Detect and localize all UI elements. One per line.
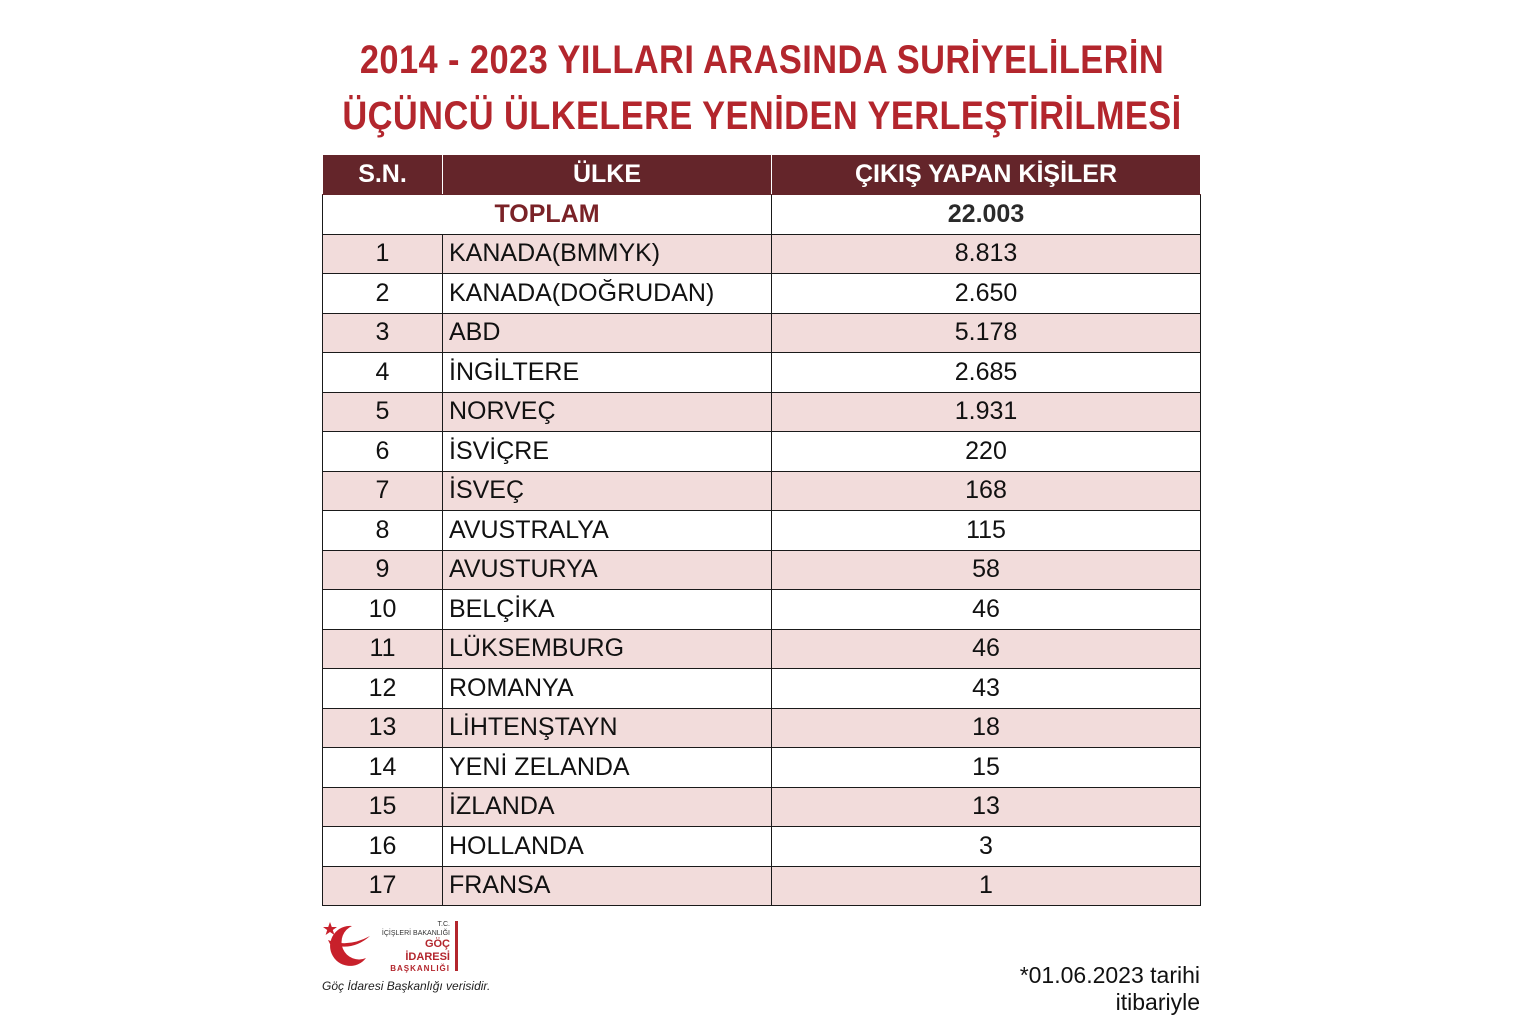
- row-country: İSVİÇRE: [442, 431, 772, 472]
- table-row: 7 İSVEÇ 168: [322, 470, 1201, 511]
- row-value: 2.685: [771, 352, 1201, 393]
- row-value: 1.931: [771, 391, 1201, 432]
- logo-divider: [455, 921, 458, 971]
- row-value: 46: [771, 628, 1201, 669]
- row-country: NORVEÇ: [442, 391, 772, 432]
- table-row: 11 LÜKSEMBURG 46: [322, 628, 1201, 669]
- row-country: LÜKSEMBURG: [442, 628, 772, 669]
- date-note: *01.06.2023 tarihi itibariyle: [1019, 962, 1200, 1015]
- total-row: TOPLAM 22.003: [322, 194, 1201, 235]
- table-row: 10 BELÇİKA 46: [322, 589, 1201, 630]
- row-country: İNGİLTERE: [442, 352, 772, 393]
- table-header-row: S.N. ÜLKE ÇIKIŞ YAPAN KİŞİLER: [322, 154, 1201, 195]
- source-note: Göç İdaresi Başkanlığı verisidir.: [322, 979, 491, 993]
- row-sn: 13: [322, 707, 443, 748]
- table-row: 6 İSVİÇRE 220: [322, 431, 1201, 472]
- row-value: 5.178: [771, 312, 1201, 353]
- crescent-star-icon: [323, 922, 370, 966]
- row-value: 43: [771, 668, 1201, 709]
- logo-tc: T.C.: [437, 921, 450, 928]
- row-sn: 5: [322, 391, 443, 432]
- row-sn: 6: [322, 431, 443, 472]
- row-country: İSVEÇ: [442, 470, 772, 511]
- row-sn: 7: [322, 470, 443, 511]
- row-sn: 3: [322, 312, 443, 353]
- page-title-line-1: 2014 - 2023 YILLARI ARASINDA SURİYELİLER…: [359, 38, 1165, 82]
- row-country: KANADA(DOĞRUDAN): [442, 273, 772, 314]
- table-row: 4 İNGİLTERE 2.685: [322, 352, 1201, 393]
- resettlement-table: S.N. ÜLKE ÇIKIŞ YAPAN KİŞİLER TOPLAM 22.…: [322, 154, 1201, 906]
- logo-baskanligi: BAŞKANLIĞI: [390, 964, 450, 973]
- row-value: 18: [771, 707, 1201, 748]
- row-sn: 9: [322, 549, 443, 590]
- table-row: 12 ROMANYA 43: [322, 668, 1201, 709]
- row-country: AVUSTRALYA: [442, 510, 772, 551]
- table-row: 8 AVUSTRALYA 115: [322, 510, 1201, 551]
- row-sn: 12: [322, 668, 443, 709]
- table-row: 14 YENİ ZELANDA 15: [322, 747, 1201, 788]
- table-row: 13 LİHTENŞTAYN 18: [322, 707, 1201, 748]
- row-value: 3: [771, 826, 1201, 867]
- row-value: 2.650: [771, 273, 1201, 314]
- row-value: 8.813: [771, 233, 1201, 274]
- row-sn: 16: [322, 826, 443, 867]
- logo-ministry: İÇİŞLERİ BAKANLIĞI: [381, 930, 450, 937]
- total-value: 22.003: [771, 194, 1201, 235]
- row-sn: 17: [322, 865, 443, 906]
- total-label: TOPLAM: [322, 194, 772, 235]
- table-row: 16 HOLLANDA 3: [322, 826, 1201, 867]
- table-row: 9 AVUSTURYA 58: [322, 549, 1201, 590]
- table-row: 3 ABD 5.178: [322, 312, 1201, 353]
- row-sn: 10: [322, 589, 443, 630]
- row-value: 15: [771, 747, 1201, 788]
- header-country: ÜLKE: [442, 154, 772, 195]
- logo-text: T.C. İÇİŞLERİ BAKANLIĞI GÖÇ İDARESİ BAŞK…: [378, 920, 450, 973]
- table-row: 2 KANADA(DOĞRUDAN) 2.650: [322, 273, 1201, 314]
- row-sn: 1: [322, 233, 443, 274]
- row-sn: 15: [322, 786, 443, 827]
- page-title-line-2: ÜÇÜNCÜ ÜLKELERE YENİDEN YERLEŞTİRİLMESİ: [342, 94, 1182, 138]
- row-value: 115: [771, 510, 1201, 551]
- goc-idaresi-logo: [323, 922, 370, 966]
- row-sn: 4: [322, 352, 443, 393]
- row-country: HOLLANDA: [442, 826, 772, 867]
- row-country: İZLANDA: [442, 786, 772, 827]
- logo-goc-idaresi: GÖÇ İDARESİ: [405, 938, 450, 963]
- row-value: 220: [771, 431, 1201, 472]
- header-departures: ÇIKIŞ YAPAN KİŞİLER: [771, 154, 1201, 195]
- row-value: 1: [771, 865, 1201, 906]
- table-row: 1 KANADA(BMMYK) 8.813: [322, 233, 1201, 274]
- row-sn: 8: [322, 510, 443, 551]
- table-row: 17 FRANSA 1: [322, 865, 1201, 906]
- row-value: 58: [771, 549, 1201, 590]
- row-country: BELÇİKA: [442, 589, 772, 630]
- row-country: ABD: [442, 312, 772, 353]
- row-country: LİHTENŞTAYN: [442, 707, 772, 748]
- row-country: ROMANYA: [442, 668, 772, 709]
- row-value: 168: [771, 470, 1201, 511]
- row-sn: 11: [322, 628, 443, 669]
- row-value: 46: [771, 589, 1201, 630]
- row-sn: 2: [322, 273, 443, 314]
- row-country: YENİ ZELANDA: [442, 747, 772, 788]
- row-value: 13: [771, 786, 1201, 827]
- row-country: KANADA(BMMYK): [442, 233, 772, 274]
- header-sn: S.N.: [322, 154, 443, 195]
- row-country: AVUSTURYA: [442, 549, 772, 590]
- table-row: 5 NORVEÇ 1.931: [322, 391, 1201, 432]
- row-country: FRANSA: [442, 865, 772, 906]
- row-sn: 14: [322, 747, 443, 788]
- table-row: 15 İZLANDA 13: [322, 786, 1201, 827]
